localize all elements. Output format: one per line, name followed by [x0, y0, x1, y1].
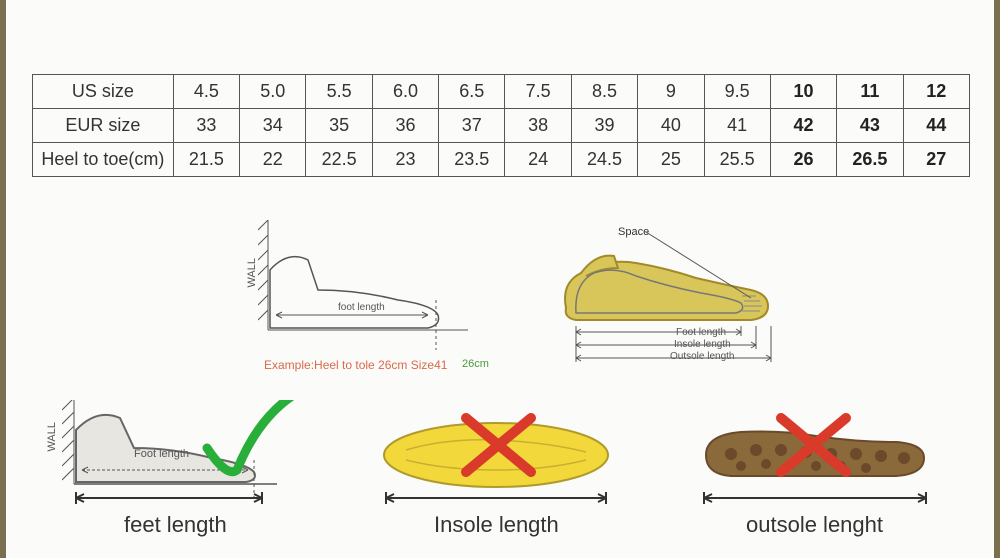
- table-cell: 35: [306, 109, 372, 143]
- example-cm: 26cm: [462, 358, 489, 370]
- table-cell: 22.5: [306, 143, 372, 177]
- table-cell: 42: [770, 109, 836, 143]
- foot-length-label-middle: foot length: [338, 302, 385, 313]
- wall-label-bottom: WALL: [46, 422, 58, 452]
- table-cell: 25: [638, 143, 704, 177]
- table-row-header: EUR size: [33, 109, 174, 143]
- table-row-header: Heel to toe(cm): [33, 143, 174, 177]
- table-cell: 10: [770, 75, 836, 109]
- bottom-methods: WALL: [46, 400, 956, 550]
- outsole-length-label: outsole lenght: [746, 512, 883, 538]
- size-chart-table: US size4.55.05.56.06.57.58.599.5101112 EU…: [32, 74, 970, 177]
- shoe-outsole-length-label: Outsole length: [670, 351, 735, 362]
- shoe-insole-length-label: Insole length: [674, 339, 731, 350]
- table-row-header: US size: [33, 75, 174, 109]
- table-cell: 9: [638, 75, 704, 109]
- shoe-diagram: [546, 228, 786, 378]
- shoe-foot-length-label: Foot length: [676, 327, 726, 338]
- table-cell: 12: [903, 75, 969, 109]
- table-cell: 41: [704, 109, 770, 143]
- table-cell: 23.5: [439, 143, 505, 177]
- example-text: Example:Heel to tole 26cm Size41: [264, 358, 447, 372]
- feet-length-method: [62, 400, 312, 520]
- foot-length-label-bottom: Foot length: [134, 448, 189, 460]
- table-cell: 7.5: [505, 75, 571, 109]
- table-cell: 23: [372, 143, 438, 177]
- table-cell: 39: [571, 109, 637, 143]
- table-cell: 9.5: [704, 75, 770, 109]
- foot-wall-diagram: [258, 220, 488, 360]
- table-cell: 44: [903, 109, 969, 143]
- middle-diagrams: WALL foot: [186, 220, 826, 380]
- table-cell: 38: [505, 109, 571, 143]
- table-cell: 22: [240, 143, 306, 177]
- table-cell: 43: [837, 109, 903, 143]
- table-cell: 26: [770, 143, 836, 177]
- table-cell: 5.0: [240, 75, 306, 109]
- table-cell: 26.5: [837, 143, 903, 177]
- table-cell: 34: [240, 109, 306, 143]
- table-cell: 36: [372, 109, 438, 143]
- feet-length-label: feet length: [124, 512, 227, 538]
- table-cell: 37: [439, 109, 505, 143]
- outsole-method: [686, 400, 946, 520]
- table-cell: 8.5: [571, 75, 637, 109]
- wall-label-middle: WALL: [246, 258, 258, 288]
- table-cell: 4.5: [173, 75, 239, 109]
- table-cell: 40: [638, 109, 704, 143]
- table-cell: 33: [173, 109, 239, 143]
- table-cell: 11: [837, 75, 903, 109]
- table-cell: 5.5: [306, 75, 372, 109]
- table-cell: 25.5: [704, 143, 770, 177]
- table-cell: 24: [505, 143, 571, 177]
- table-cell: 21.5: [173, 143, 239, 177]
- table-cell: 6.0: [372, 75, 438, 109]
- insole-method: [366, 400, 636, 520]
- table-cell: 27: [903, 143, 969, 177]
- table-cell: 6.5: [439, 75, 505, 109]
- insole-length-label: Insole length: [434, 512, 559, 538]
- table-cell: 24.5: [571, 143, 637, 177]
